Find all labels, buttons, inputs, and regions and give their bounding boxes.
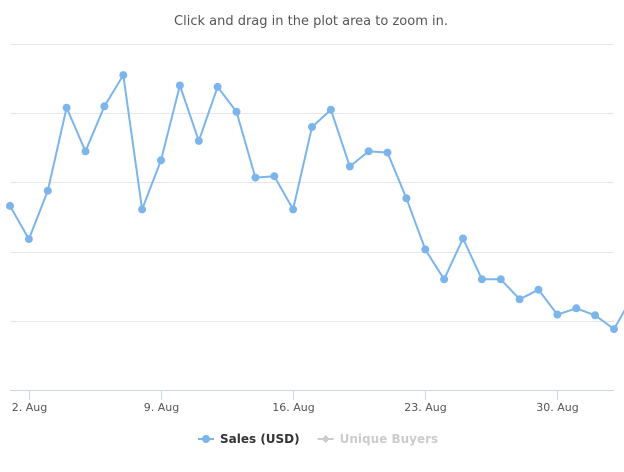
data-point[interactable] xyxy=(81,147,90,156)
data-point[interactable] xyxy=(251,173,260,182)
plot-area[interactable] xyxy=(10,44,614,390)
data-point[interactable] xyxy=(572,304,581,313)
data-point[interactable] xyxy=(62,103,71,112)
data-point[interactable] xyxy=(534,285,543,294)
data-point[interactable] xyxy=(440,275,449,284)
x-axis: 2. Aug 9. Aug 16. Aug 23. Aug 30. Aug xyxy=(10,390,614,414)
data-point[interactable] xyxy=(326,105,335,114)
data-point[interactable] xyxy=(610,325,618,334)
diamond-marker-icon xyxy=(321,435,330,443)
x-tick-label: 16. Aug xyxy=(272,401,314,414)
data-point[interactable] xyxy=(119,71,128,80)
x-tick-label: 2. Aug xyxy=(12,401,47,414)
data-point[interactable] xyxy=(364,147,373,156)
data-point[interactable] xyxy=(421,245,430,254)
data-point[interactable] xyxy=(213,82,222,91)
x-tick-label: 9. Aug xyxy=(144,401,179,414)
data-point[interactable] xyxy=(477,275,486,284)
x-tick-label: 30. Aug xyxy=(536,401,578,414)
data-point[interactable] xyxy=(308,123,316,131)
data-point[interactable] xyxy=(157,156,165,165)
data-point[interactable] xyxy=(515,295,524,304)
legend-item-sales[interactable]: Sales (USD) xyxy=(198,432,300,446)
data-point[interactable] xyxy=(6,201,14,210)
data-point[interactable] xyxy=(138,205,147,214)
circle-marker-icon xyxy=(202,435,210,443)
series-sales xyxy=(6,71,624,334)
data-point[interactable] xyxy=(459,234,467,243)
data-point[interactable] xyxy=(289,205,298,214)
legend-item-unique-buyers[interactable]: Unique Buyers xyxy=(317,432,439,446)
data-point[interactable] xyxy=(100,102,109,111)
data-point[interactable] xyxy=(24,235,33,244)
legend-label: Sales (USD) xyxy=(220,432,300,446)
x-tick-label: 23. Aug xyxy=(404,401,446,414)
data-point[interactable] xyxy=(383,148,392,157)
data-point[interactable] xyxy=(553,310,562,319)
data-point[interactable] xyxy=(345,162,354,171)
data-point[interactable] xyxy=(194,136,203,145)
data-point[interactable] xyxy=(402,194,411,203)
gridlines xyxy=(10,44,614,322)
legend-label: Unique Buyers xyxy=(340,432,439,446)
data-point[interactable] xyxy=(270,172,279,181)
data-point[interactable] xyxy=(43,186,52,195)
series-line xyxy=(9,74,624,331)
data-point[interactable] xyxy=(232,107,241,116)
data-point[interactable] xyxy=(591,311,600,320)
data-point[interactable] xyxy=(175,81,184,90)
data-point[interactable] xyxy=(496,275,505,284)
chart-subtitle: Click and drag in the plot area to zoom … xyxy=(174,14,448,29)
legend: Sales (USD) Unique Buyers xyxy=(198,432,438,446)
